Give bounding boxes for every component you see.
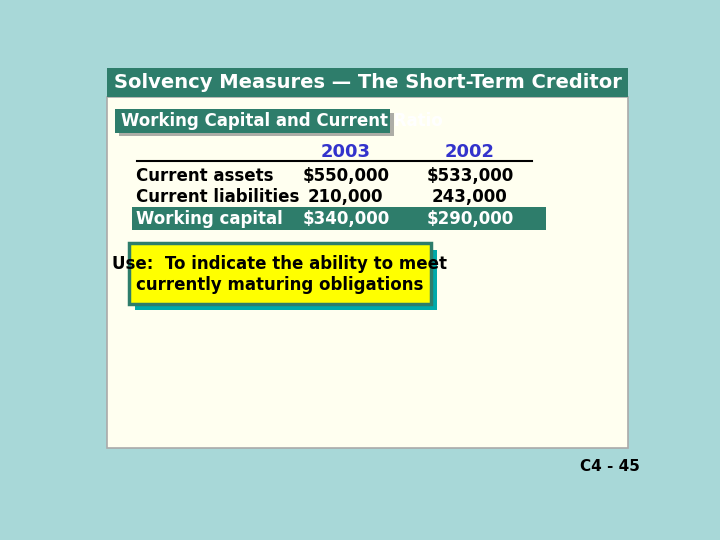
Text: $533,000: $533,000: [426, 167, 513, 185]
FancyBboxPatch shape: [107, 97, 628, 448]
FancyBboxPatch shape: [107, 68, 628, 97]
Text: Working Capital and Current Ratio: Working Capital and Current Ratio: [121, 112, 443, 130]
Text: Current assets: Current assets: [137, 167, 274, 185]
FancyBboxPatch shape: [114, 110, 390, 132]
Text: $340,000: $340,000: [302, 210, 390, 228]
Text: $550,000: $550,000: [302, 167, 390, 185]
Text: $290,000: $290,000: [426, 210, 513, 228]
Text: C4 - 45: C4 - 45: [580, 459, 640, 474]
FancyBboxPatch shape: [119, 113, 394, 137]
Text: Solvency Measures — The Short-Term Creditor: Solvency Measures — The Short-Term Credi…: [114, 73, 621, 92]
Text: Working capital: Working capital: [137, 210, 283, 228]
Text: currently maturing obligations: currently maturing obligations: [136, 276, 423, 294]
Text: 2002: 2002: [445, 143, 495, 161]
FancyBboxPatch shape: [129, 244, 431, 303]
Text: 243,000: 243,000: [432, 188, 508, 206]
FancyBboxPatch shape: [132, 207, 546, 231]
Text: Current liabilities: Current liabilities: [137, 188, 300, 206]
FancyBboxPatch shape: [135, 249, 437, 309]
Text: 2003: 2003: [320, 143, 371, 161]
Text: 210,000: 210,000: [308, 188, 384, 206]
Text: Use:  To indicate the ability to meet: Use: To indicate the ability to meet: [112, 255, 447, 273]
